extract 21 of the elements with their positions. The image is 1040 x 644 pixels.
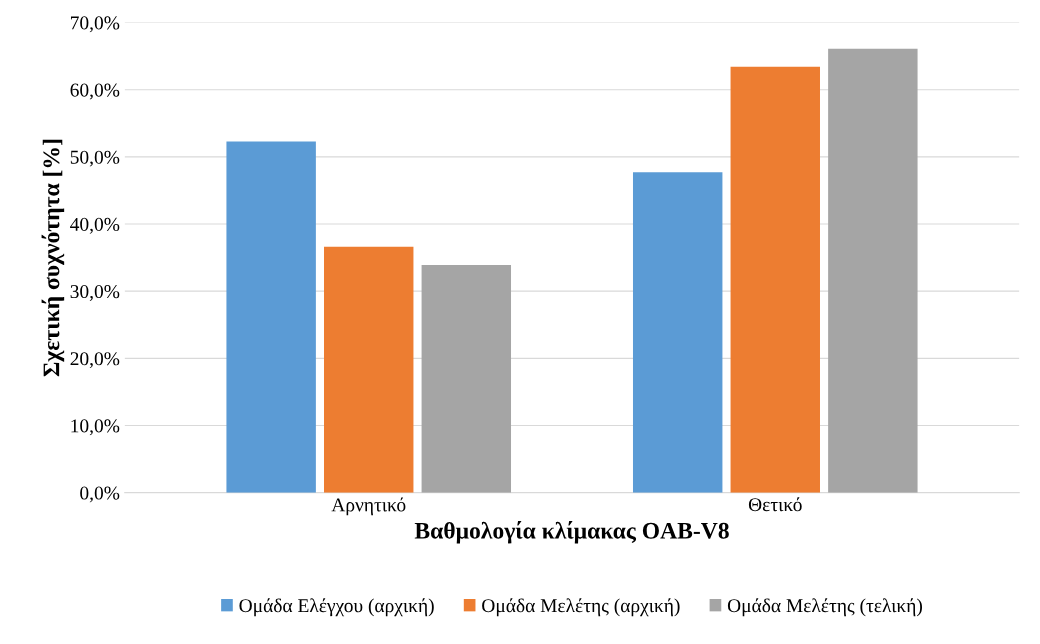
y-tick-label: 0,0% xyxy=(80,486,120,503)
y-tick-label: 70,0% xyxy=(71,16,120,33)
bar xyxy=(226,141,316,493)
bar xyxy=(324,246,414,493)
y-tick-label: 60,0% xyxy=(70,83,120,100)
y-tick-label: 10,0% xyxy=(71,419,120,436)
legend-label: Ομάδα Ελέγχου (αρχική) xyxy=(239,598,434,617)
y-axis-title: Σχετική συχνότητα [%] xyxy=(41,139,65,377)
bar xyxy=(730,66,820,493)
x-tick-label: Θετικό xyxy=(748,497,802,512)
y-tick-label: 30,0% xyxy=(70,285,120,301)
y-tick-label: 20,0% xyxy=(70,352,120,369)
bar xyxy=(828,48,918,493)
bar xyxy=(421,264,512,493)
x-tick-label: Αρνητικό xyxy=(331,497,406,516)
bar xyxy=(632,172,723,493)
x-axis-title: Βαθμολογία κλίμακας OAB-V8 xyxy=(414,520,729,544)
y-tick-label: 40,0% xyxy=(70,217,120,234)
legend-label: Ομάδα Μελέτης (αρχική) xyxy=(482,598,680,617)
legend-label: Ομάδα Μελέτης (τελική) xyxy=(727,598,923,617)
y-tick-label: 50,0% xyxy=(70,150,120,167)
